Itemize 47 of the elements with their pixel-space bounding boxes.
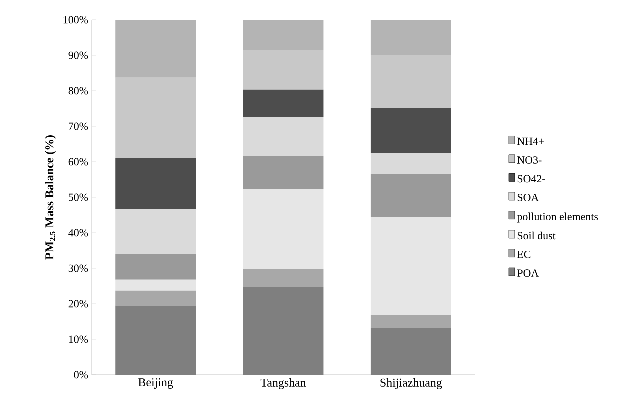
x-tick-label: Tangshan: [260, 378, 306, 390]
bar: [116, 209, 196, 254]
legend-label: SO42-: [518, 175, 546, 183]
bar: [243, 20, 324, 50]
bar: [116, 20, 196, 78]
bar: [370, 153, 452, 174]
y-tick-label: 100%: [64, 16, 88, 24]
y-tick-label: 10%: [69, 336, 88, 344]
bar: [116, 306, 196, 375]
y-tick-label: 70%: [69, 122, 88, 130]
bar: [370, 328, 452, 375]
y-tick-label: 80%: [68, 87, 88, 95]
bar: [243, 117, 324, 156]
y-tick-label: 60%: [68, 158, 88, 166]
legend-label: EC: [518, 250, 531, 258]
y-tick-label: 30%: [68, 264, 88, 272]
legend-label: SOA: [518, 194, 540, 202]
y-tick-label: 40%: [68, 229, 88, 237]
bar: [243, 50, 324, 90]
y-tick-label: 20%: [68, 300, 88, 308]
bar: [370, 55, 452, 108]
bar: [116, 280, 196, 291]
bar: [370, 315, 452, 328]
bar: [116, 254, 196, 280]
bar: [243, 287, 324, 375]
legend-label: NO3-: [518, 156, 542, 164]
bar: [243, 90, 324, 118]
bar: [243, 189, 324, 270]
bar: [370, 217, 452, 316]
bar: [116, 158, 196, 210]
y-tick-label: 90%: [68, 52, 88, 60]
legend-label: NH4+: [518, 138, 544, 146]
y-tick-label: 50%: [69, 194, 88, 202]
bar: [243, 269, 324, 288]
bar: [116, 78, 196, 158]
bar: [370, 20, 452, 56]
y-tick-label: 0%: [74, 371, 88, 379]
x-tick-label: Beijing: [138, 378, 174, 390]
y-axis-title: PM$_{2.5}$ Mass Balance (%): [45, 136, 56, 260]
legend-label: pollution elements: [517, 212, 598, 223]
bar: [370, 108, 452, 154]
bar: [243, 156, 324, 190]
legend-label: Soil dust: [518, 232, 556, 240]
legend-label: POA: [518, 270, 540, 278]
bar: [370, 174, 452, 218]
x-tick-label: Shijiazhuang: [380, 378, 442, 390]
bar: [116, 290, 196, 306]
